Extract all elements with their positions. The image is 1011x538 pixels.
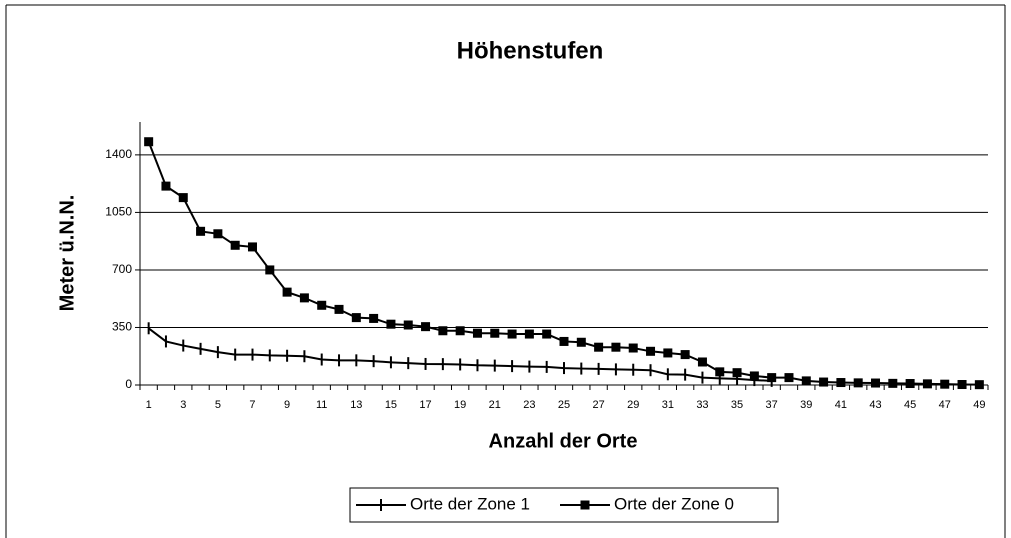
y-tick-label: 1400 (105, 147, 132, 161)
marker (594, 342, 604, 352)
chart-title: Höhenstufen (457, 37, 604, 64)
x-tick-label: 43 (869, 399, 881, 411)
x-tick-label: 23 (523, 399, 535, 411)
marker (888, 378, 898, 388)
marker (715, 367, 725, 377)
y-tick-label: 350 (112, 320, 132, 334)
marker (507, 329, 517, 339)
marker (247, 242, 257, 252)
marker (957, 380, 967, 390)
x-tick-label: 9 (284, 399, 290, 411)
marker (351, 313, 361, 323)
marker (819, 377, 829, 387)
marker (144, 137, 154, 147)
marker (455, 326, 465, 336)
legend-label: Orte der Zone 1 (410, 494, 530, 513)
marker (559, 336, 569, 346)
marker (749, 371, 759, 381)
x-tick-label: 25 (558, 399, 570, 411)
marker (628, 343, 638, 353)
marker (663, 348, 673, 358)
x-tick-label: 41 (835, 399, 847, 411)
marker (161, 181, 171, 191)
x-tick-label: 29 (627, 399, 639, 411)
marker (732, 368, 742, 378)
marker (611, 342, 621, 352)
marker (697, 357, 707, 367)
y-tick-label: 700 (112, 262, 132, 276)
x-tick-label: 39 (800, 399, 812, 411)
x-tick-label: 31 (662, 399, 674, 411)
marker (334, 304, 344, 314)
y-tick-label: 1050 (105, 205, 132, 219)
marker (905, 379, 915, 389)
x-axis-label: Anzahl der Orte (489, 430, 638, 452)
marker (524, 329, 534, 339)
marker (369, 313, 379, 323)
marker (871, 378, 881, 388)
x-tick-label: 5 (215, 399, 221, 411)
x-tick-label: 15 (385, 399, 397, 411)
x-tick-label: 3 (180, 399, 186, 411)
marker (576, 337, 586, 347)
x-tick-label: 1 (146, 399, 152, 411)
x-tick-label: 7 (249, 399, 255, 411)
marker (282, 287, 292, 297)
marker (853, 378, 863, 388)
x-tick-label: 33 (696, 399, 708, 411)
marker (438, 326, 448, 336)
marker (836, 378, 846, 388)
legend-marker (580, 500, 590, 510)
y-tick-label: 0 (125, 377, 132, 391)
x-tick-label: 37 (766, 399, 778, 411)
x-tick-label: 49 (973, 399, 985, 411)
marker (801, 376, 811, 386)
y-axis-label: Meter ü.N.N. (56, 195, 78, 312)
legend-label: Orte der Zone 0 (614, 494, 734, 513)
marker (542, 329, 552, 339)
marker (265, 265, 275, 275)
x-tick-label: 47 (939, 399, 951, 411)
x-tick-label: 11 (316, 399, 327, 411)
x-tick-label: 21 (489, 399, 501, 411)
x-tick-label: 45 (904, 399, 916, 411)
marker (940, 379, 950, 389)
marker (490, 328, 500, 338)
marker (230, 240, 240, 250)
x-tick-label: 35 (731, 399, 743, 411)
marker (317, 300, 327, 310)
marker (196, 226, 206, 236)
marker (922, 379, 932, 389)
marker (421, 322, 431, 332)
marker (974, 380, 984, 390)
marker (784, 373, 794, 383)
x-tick-label: 19 (454, 399, 466, 411)
marker (299, 293, 309, 303)
marker (213, 229, 223, 239)
marker (403, 320, 413, 330)
marker (178, 193, 188, 203)
x-tick-label: 17 (419, 399, 431, 411)
marker (680, 350, 690, 360)
marker (646, 346, 656, 356)
marker (386, 319, 396, 329)
marker (767, 373, 777, 383)
x-tick-label: 13 (350, 399, 362, 411)
marker (472, 328, 482, 338)
x-tick-label: 27 (592, 399, 604, 411)
